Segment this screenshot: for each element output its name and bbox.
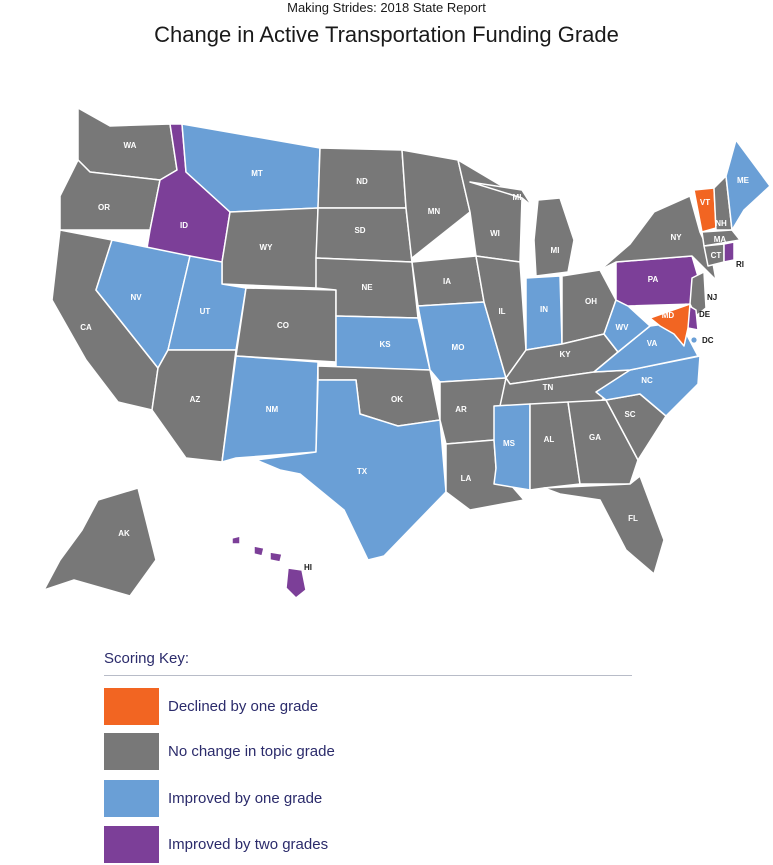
state-AK[interactable] [43, 487, 157, 597]
state-label-NC: NC [641, 376, 653, 385]
state-label-MD: MD [662, 311, 675, 320]
report-supertitle: Making Strides: 2018 State Report [287, 0, 486, 15]
state-TX[interactable] [255, 379, 447, 561]
legend-label-improved-one: Improved by one grade [168, 790, 323, 807]
state-label-DC: DC [702, 336, 714, 345]
state-NJ[interactable] [689, 271, 707, 317]
state-label-ME: ME [737, 176, 750, 185]
state-HI-oahu[interactable] [231, 535, 241, 545]
state-label-SC: SC [624, 410, 635, 419]
legend-label-no-change: No change in topic grade [168, 743, 335, 760]
state-AZ[interactable] [151, 349, 237, 463]
state-HI-big[interactable] [285, 567, 307, 599]
state-label-PA: PA [648, 275, 659, 284]
state-label-NM: NM [266, 405, 279, 414]
page-title: Change in Active Transportation Funding … [154, 22, 619, 47]
state-label-WY: WY [260, 243, 274, 252]
legend-swatch-improved-one [104, 780, 159, 817]
state-label-FL: FL [628, 514, 638, 523]
state-label-TN: TN [543, 383, 554, 392]
state-label-MO: MO [452, 343, 465, 352]
legend-label-declined: Declined by one grade [168, 698, 319, 715]
legend-swatch-declined [104, 688, 159, 725]
state-SD[interactable] [315, 207, 413, 263]
state-labels: WA OR CA ID NV MT WY UT AZ CO NM ND SD N… [80, 141, 749, 572]
state-label-WA: WA [124, 141, 137, 150]
state-label-AR: AR [455, 405, 467, 414]
legend-title: Scoring Key: [104, 650, 190, 667]
legend-item-improved-one: Improved by one grade [104, 780, 322, 817]
state-GA[interactable] [567, 399, 639, 485]
state-RI[interactable] [723, 241, 735, 263]
state-label-WV: WV [616, 323, 630, 332]
state-PA[interactable] [615, 255, 703, 307]
state-label-RI: RI [736, 260, 744, 269]
state-label-CT: CT [711, 251, 722, 260]
state-label-HI: HI [304, 563, 312, 572]
state-label-GA: GA [589, 433, 601, 442]
state-MA[interactable] [701, 229, 741, 247]
state-label-AK: AK [118, 529, 130, 538]
legend-item-no-change: No change in topic grade [104, 733, 335, 770]
state-label-IN: IN [540, 305, 548, 314]
state-label-KY: KY [559, 350, 571, 359]
legend-swatch-no-change [104, 733, 159, 770]
state-label-KS: KS [379, 340, 391, 349]
state-label-IA: IA [443, 277, 451, 286]
state-label-MS: MS [503, 439, 516, 448]
state-label-TX: TX [357, 467, 368, 476]
legend-label-improved-two: Improved by two grades [168, 836, 329, 853]
state-NM[interactable] [221, 355, 319, 463]
state-HI[interactable] [253, 545, 265, 557]
state-label-DE: DE [699, 310, 711, 319]
state-label-MI: MI [513, 193, 522, 202]
us-states-map: WA OR CA ID NV MT WY UT AZ CO NM ND SD N… [43, 107, 771, 599]
state-WV[interactable] [603, 299, 651, 353]
state-MD[interactable] [649, 303, 691, 347]
state-label-MT: MT [251, 169, 263, 178]
state-label-OH: OH [585, 297, 597, 306]
state-WY[interactable] [221, 207, 319, 289]
state-label-LA: LA [461, 474, 472, 483]
state-label-ND: ND [356, 177, 368, 186]
state-label-ID: ID [180, 221, 188, 230]
state-MI[interactable] [469, 181, 533, 207]
state-label-WI: WI [490, 229, 500, 238]
state-label-MN: MN [428, 207, 441, 216]
state-FL[interactable] [543, 475, 665, 575]
state-label-NE: NE [361, 283, 373, 292]
state-label-CA: CA [80, 323, 92, 332]
state-label-NY: NY [670, 233, 682, 242]
state-label-SD: SD [354, 226, 365, 235]
state-label-VT: VT [700, 198, 710, 207]
state-label-AZ: AZ [190, 395, 201, 404]
legend-divider [104, 675, 632, 676]
state-ME[interactable] [725, 139, 771, 231]
state-HI-maui[interactable] [269, 551, 283, 563]
state-label-AL: AL [544, 435, 555, 444]
state-DC[interactable] [690, 336, 698, 344]
state-label-VA: VA [647, 339, 658, 348]
state-label-CO: CO [277, 321, 289, 330]
state-label-NV: NV [130, 293, 142, 302]
state-label-MA: MA [714, 235, 727, 244]
state-label-NH: NH [715, 219, 727, 228]
legend-item-improved-two: Improved by two grades [104, 826, 328, 863]
legend-swatch-improved-two [104, 826, 159, 863]
state-label-MI-lower: MI [551, 246, 560, 255]
state-label-UT: UT [200, 307, 211, 316]
state-MI-lower[interactable] [533, 197, 575, 277]
state-label-IL: IL [498, 307, 505, 316]
state-AL[interactable] [529, 401, 581, 491]
state-label-NJ: NJ [707, 293, 717, 302]
legend-item-declined: Declined by one grade [104, 688, 318, 725]
state-label-OR: OR [98, 203, 110, 212]
state-label-OK: OK [391, 395, 403, 404]
